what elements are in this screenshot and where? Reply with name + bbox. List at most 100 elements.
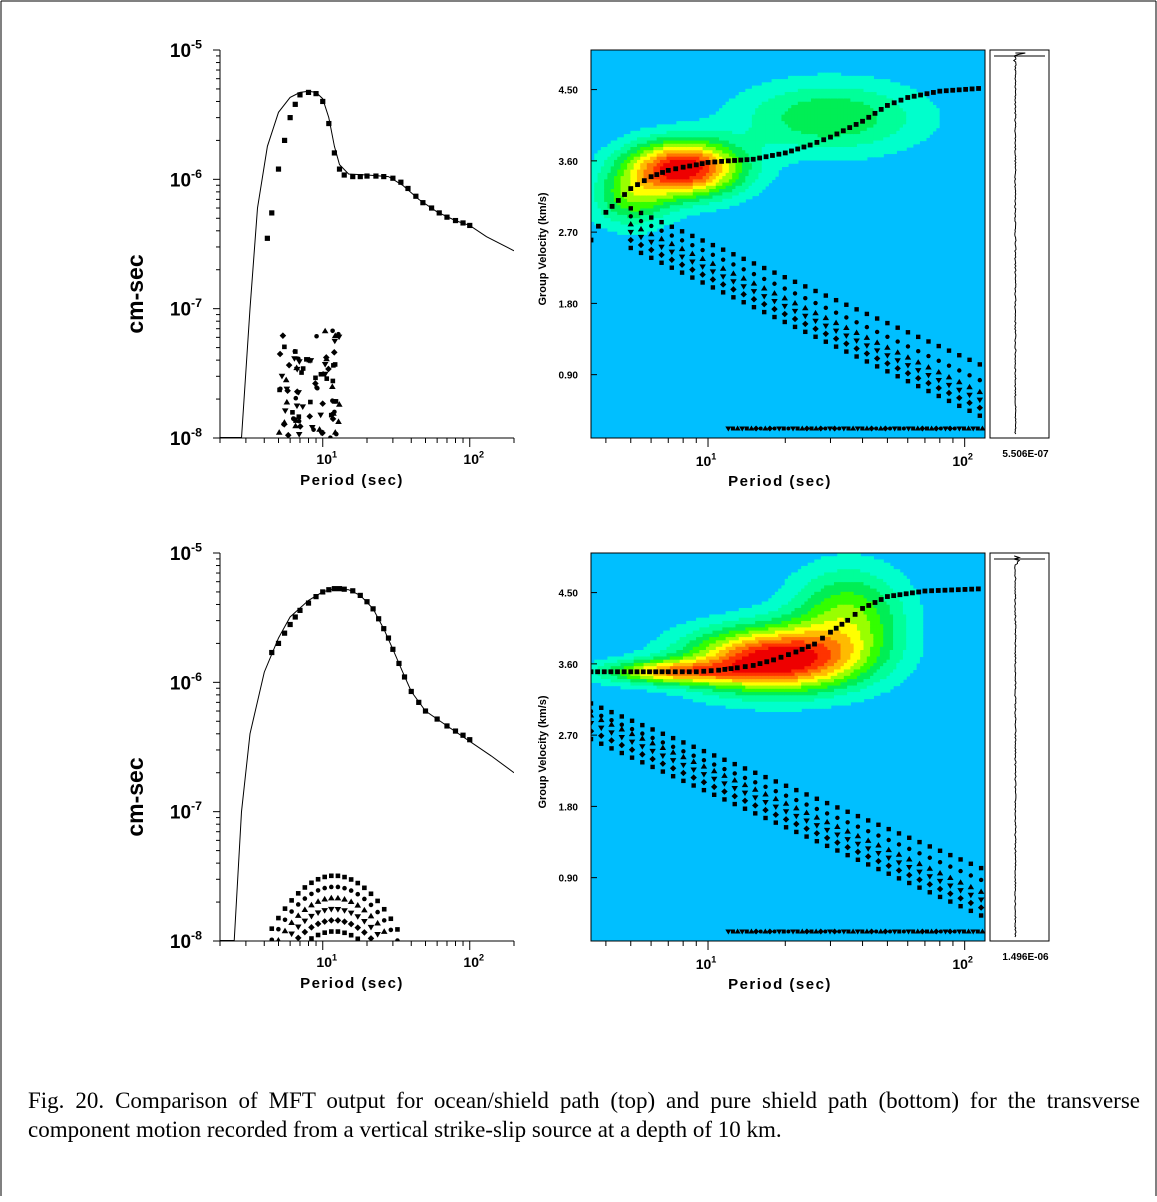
overtone-point	[659, 261, 663, 265]
overtone-point	[630, 719, 634, 723]
dispersion-point	[660, 669, 665, 674]
overtone-point	[752, 272, 756, 276]
fundamental-point	[276, 641, 281, 646]
y-tick-label: 10-5	[170, 540, 202, 565]
overtone-point	[856, 814, 860, 818]
fundamental-point	[453, 728, 458, 733]
overtone-point	[907, 847, 911, 851]
overtone-point	[297, 414, 302, 419]
overtone-point	[289, 898, 294, 903]
overtone-point	[374, 920, 381, 926]
baseline-point	[745, 929, 749, 933]
fundamental-point	[396, 661, 401, 666]
x-tick-label: 102	[463, 450, 484, 467]
overtone-point	[630, 727, 634, 731]
overtone-point	[302, 929, 309, 936]
y-tick-label: 4.50	[559, 589, 579, 600]
overtone-point	[322, 875, 327, 880]
baseline-point	[773, 426, 777, 430]
overtone-point	[763, 775, 767, 779]
overtone-point	[979, 913, 983, 917]
overtone-point	[691, 754, 695, 758]
overtone-point	[854, 354, 858, 358]
overtone-point	[845, 820, 849, 824]
dispersion-point	[879, 107, 884, 112]
overtone-point	[854, 307, 858, 311]
overtone-point	[283, 917, 288, 922]
overtone-point	[774, 789, 778, 793]
overtone-point	[897, 842, 901, 846]
overtone-point	[311, 427, 316, 432]
dispersion-point	[834, 132, 839, 137]
overtone-point	[721, 257, 725, 261]
overtone-point	[680, 270, 684, 274]
fundamental-point	[409, 689, 414, 694]
overtone-point	[916, 335, 920, 339]
dispersion-point	[666, 168, 671, 173]
overtone-point	[280, 332, 287, 339]
overtone-point	[875, 364, 879, 368]
x-axis-label: Period (sec)	[728, 473, 832, 490]
overtone-point	[917, 851, 921, 855]
overtone-point	[937, 344, 941, 348]
dispersion-point	[722, 667, 727, 672]
overtone-point	[979, 878, 983, 882]
overtone-point	[845, 853, 849, 857]
fundamental-point	[358, 174, 363, 179]
y-axis-label: cm-sec	[122, 757, 148, 836]
overtone-point	[308, 924, 315, 931]
overtone-point	[308, 400, 313, 405]
overtone-point	[906, 379, 910, 383]
overtone-point	[834, 298, 838, 302]
dispersion-point	[841, 128, 846, 133]
dispersion-point	[970, 87, 975, 92]
overtone-point	[649, 224, 653, 228]
overtone-point	[375, 899, 380, 904]
dispersion-point	[950, 88, 955, 93]
overtone-point	[315, 910, 322, 916]
overtone-point	[361, 919, 368, 925]
baseline-point	[962, 929, 966, 933]
baseline-point	[782, 426, 786, 430]
overtone-point	[295, 935, 302, 942]
overtone-point	[917, 885, 921, 889]
overtone-point	[702, 758, 706, 762]
overtone-point	[804, 802, 808, 806]
dispersion-point	[936, 588, 941, 593]
overtone-point	[804, 834, 808, 838]
overtone-point	[979, 866, 983, 870]
y-tick-label: 0.90	[559, 874, 579, 885]
overtone-point	[784, 825, 788, 829]
overtone-point	[763, 816, 767, 820]
dispersion-point	[866, 603, 871, 608]
overtone-point	[640, 723, 644, 727]
dispersion-point	[635, 669, 640, 674]
overtone-point	[278, 386, 283, 391]
overtone-point	[793, 325, 797, 329]
dispersion-point	[622, 669, 627, 674]
overtone-point	[342, 930, 347, 935]
dispersion-point	[853, 612, 858, 617]
baseline-point	[846, 929, 850, 933]
overtone-point	[336, 885, 341, 890]
dispersion-point	[680, 669, 685, 674]
dispersion-point	[595, 669, 600, 674]
fundamental-point	[460, 220, 465, 225]
dispersion-point	[709, 668, 714, 673]
overtone-point	[856, 825, 860, 829]
overtone-point	[947, 348, 951, 352]
overtone-point	[328, 435, 333, 440]
overtone-point	[691, 745, 695, 749]
overtone-point	[702, 788, 706, 792]
overtone-point	[381, 928, 388, 934]
overtone-point	[702, 749, 706, 753]
overtone-point	[282, 928, 289, 934]
overtone-point	[296, 891, 301, 896]
dispersion-point	[660, 170, 665, 175]
overtone-point	[649, 215, 653, 219]
x-tick-label: 101	[696, 452, 717, 469]
overtone-point	[306, 413, 313, 420]
overtone-point	[368, 913, 375, 919]
overtone-point	[335, 418, 342, 424]
